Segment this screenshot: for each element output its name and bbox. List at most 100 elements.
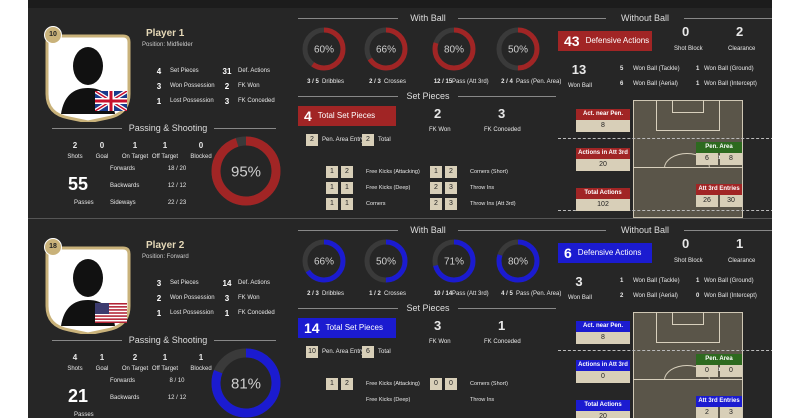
shot-stat-label: Goal bbox=[95, 366, 109, 372]
with-ball-label: Pass (Pen. Area) bbox=[516, 291, 562, 297]
section-rule bbox=[684, 18, 772, 19]
ring-percent-label: 95% bbox=[231, 163, 261, 180]
with-ball-ring: 80% bbox=[432, 27, 476, 71]
section-title-with-ball: With Ball bbox=[410, 225, 446, 235]
section-rule bbox=[298, 96, 398, 97]
section-rule bbox=[52, 128, 122, 129]
shot-stat-value: 1 bbox=[198, 353, 204, 362]
won-ball-stat-label: Won Ball (Intercept) bbox=[704, 293, 757, 299]
section-title-set-pieces: Set Pieces bbox=[406, 91, 450, 101]
set-piece-label: Free Kicks (Deep) bbox=[366, 185, 411, 191]
set-piece-box: 0 bbox=[430, 378, 442, 390]
with-ball-ring: 60% bbox=[302, 27, 346, 71]
summary-value: 3 bbox=[224, 294, 230, 303]
fk-conceded-label: FK Conceded bbox=[484, 339, 521, 345]
with-ball-value: 1 / 2 bbox=[369, 291, 381, 297]
with-ball-value: 2 / 3 bbox=[307, 291, 319, 297]
ring-progress-arc bbox=[496, 27, 540, 71]
ring-percent-label: 50% bbox=[508, 45, 528, 56]
pen-total-label: Total bbox=[378, 349, 391, 355]
set-piece-box: 3 bbox=[445, 182, 457, 194]
pen-total-box: 2 bbox=[362, 134, 374, 146]
shot-stat-label: Off Target bbox=[151, 366, 179, 372]
set-piece-label: Corners (Short) bbox=[470, 381, 508, 387]
pass-row-value: 12 / 12 bbox=[167, 183, 187, 189]
pitch-stat-label: Actions in Att 3rd bbox=[576, 360, 630, 371]
pen-total-label: Total bbox=[378, 137, 391, 143]
summary-label: Def. Actions bbox=[238, 280, 271, 286]
ring-percent-label: 71% bbox=[444, 257, 464, 268]
pen-entries-value: 8 bbox=[720, 153, 742, 165]
pass-row-value: 18 / 20 bbox=[167, 166, 187, 172]
pen-entries-label: Pen. Area Entries bbox=[696, 142, 742, 161]
shot-stat-value: 1 bbox=[99, 353, 105, 362]
summary-value: 3 bbox=[156, 279, 162, 288]
clearance-value: 2 bbox=[736, 24, 744, 39]
shot-stat-value: 1 bbox=[162, 141, 168, 150]
pitch-stat-label: Actions in Att 3rd bbox=[576, 148, 630, 159]
shot-stat-value: 0 bbox=[198, 141, 204, 150]
fk-conceded-label: FK Conceded bbox=[484, 127, 521, 133]
pen-entry-label: Pen. Area Entry bbox=[322, 137, 365, 143]
pass-row-value: 8 / 10 bbox=[169, 378, 185, 384]
section-rule bbox=[52, 340, 122, 341]
att3-entries-value: 2 bbox=[696, 407, 718, 418]
summary-value: 1 bbox=[156, 97, 162, 106]
total-set-pieces-label: Total Set Pieces bbox=[325, 323, 383, 333]
pitch-stat-label: Act. near Pen. Area bbox=[576, 321, 630, 340]
shot-stat-label: Blocked bbox=[190, 154, 212, 160]
section-rule bbox=[458, 18, 556, 19]
won-ball-stat-value: 1 bbox=[620, 278, 624, 284]
set-piece-box: 0 bbox=[445, 378, 457, 390]
shot-stat-label: Shots bbox=[67, 154, 83, 160]
section-title-passing: Passing & Shooting bbox=[128, 123, 208, 133]
with-ball-value: 12 / 15 bbox=[433, 79, 453, 85]
set-piece-box: 2 bbox=[430, 198, 442, 210]
att3-entries-label: Att 3rd Entries bbox=[696, 396, 742, 407]
pitch-stat-value: 8 bbox=[576, 120, 630, 132]
section-rule bbox=[298, 308, 398, 309]
section-rule bbox=[684, 230, 772, 231]
shot-block-value: 0 bbox=[682, 236, 690, 251]
pitch-stat-value: 0 bbox=[576, 371, 630, 383]
set-piece-label: Free Kicks (Attacking) bbox=[366, 169, 420, 175]
summary-value: 3 bbox=[156, 82, 162, 91]
ring-progress-arc bbox=[211, 136, 281, 206]
set-piece-box: 1 bbox=[326, 378, 338, 390]
with-ball-value: 4 / 5 bbox=[501, 291, 513, 297]
won-ball-label: Won Ball bbox=[568, 83, 592, 89]
third-line bbox=[558, 210, 772, 211]
summary-label: Lost Possession bbox=[170, 98, 214, 104]
with-ball-value: 2 / 3 bbox=[369, 79, 381, 85]
total-set-pieces-label: Total Set Pieces bbox=[317, 111, 376, 121]
pen-entry-label: Pen. Area Entry bbox=[322, 349, 365, 355]
shot-block-value: 0 bbox=[682, 24, 690, 39]
report-frame: 10 Player 1 Position: Midfielder 4 Set Piece… bbox=[28, 0, 772, 418]
with-ball-ring: 50% bbox=[364, 239, 408, 283]
summary-value: 14 bbox=[222, 279, 232, 288]
set-piece-label: Free Kicks (Deep) bbox=[366, 397, 411, 403]
won-ball-stat-label: Won Ball (Tackle) bbox=[633, 278, 680, 284]
pen-entries-value: 0 bbox=[696, 365, 718, 377]
won-ball-stat-value: 1 bbox=[696, 81, 700, 87]
passes-label: Passes bbox=[74, 200, 94, 206]
with-ball-label: Dribbles bbox=[322, 291, 345, 297]
with-ball-label: Crosses bbox=[384, 291, 407, 297]
won-ball-stat-value: 1 bbox=[696, 278, 700, 284]
with-ball-label: Pass (Att 3rd) bbox=[452, 291, 489, 297]
with-ball-value: 10 / 14 bbox=[433, 291, 453, 297]
set-piece-box: 1 bbox=[341, 182, 353, 194]
fk-won-label: FK Won bbox=[429, 339, 451, 345]
with-ball-ring: 66% bbox=[364, 27, 408, 71]
shot-stat-value: 1 bbox=[162, 353, 168, 362]
section-rule bbox=[214, 128, 276, 129]
pass-row-label: Sideways bbox=[110, 200, 136, 206]
defensive-actions-banner: 43 Defensive Actions bbox=[558, 31, 652, 51]
jersey-number-badge: 18 bbox=[44, 238, 62, 256]
summary-value: 1 bbox=[156, 309, 162, 318]
passes-total: 21 bbox=[68, 386, 89, 406]
top-bar bbox=[28, 0, 772, 8]
fk-won-value: 2 bbox=[434, 106, 442, 121]
att3-entries-label: Att 3rd Entries bbox=[696, 184, 742, 195]
player-name: Player 2 bbox=[146, 240, 185, 251]
